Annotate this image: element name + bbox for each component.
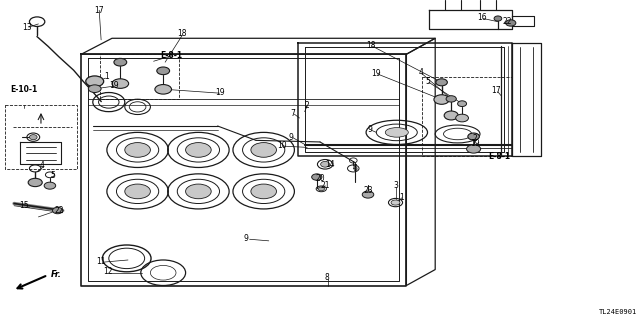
Ellipse shape bbox=[29, 135, 37, 140]
Text: 10: 10 bbox=[276, 141, 287, 150]
Text: 3: 3 bbox=[393, 181, 398, 190]
Text: 12: 12 bbox=[103, 267, 112, 276]
Ellipse shape bbox=[125, 184, 150, 199]
Text: 17: 17 bbox=[491, 86, 501, 95]
Ellipse shape bbox=[52, 207, 63, 214]
Ellipse shape bbox=[467, 145, 481, 153]
Text: 8: 8 bbox=[324, 273, 329, 282]
Text: TL24E0901: TL24E0901 bbox=[598, 309, 637, 315]
Ellipse shape bbox=[456, 114, 468, 122]
Text: 19: 19 bbox=[470, 139, 480, 148]
Text: Fr.: Fr. bbox=[51, 271, 62, 279]
Text: 22: 22 bbox=[503, 17, 512, 26]
Text: 17: 17 bbox=[94, 6, 104, 15]
Text: 5: 5 bbox=[425, 77, 430, 86]
Ellipse shape bbox=[112, 79, 129, 88]
Ellipse shape bbox=[494, 16, 502, 21]
Text: 11: 11 bbox=[97, 257, 106, 266]
Ellipse shape bbox=[391, 200, 400, 205]
Text: 7: 7 bbox=[291, 109, 296, 118]
Ellipse shape bbox=[114, 58, 127, 66]
Text: 18: 18 bbox=[367, 41, 376, 50]
Text: 16: 16 bbox=[477, 13, 487, 22]
Ellipse shape bbox=[157, 67, 170, 75]
Ellipse shape bbox=[186, 184, 211, 199]
Text: 9: 9 bbox=[367, 125, 372, 134]
Ellipse shape bbox=[362, 191, 374, 198]
Ellipse shape bbox=[318, 187, 324, 191]
Text: 9: 9 bbox=[244, 234, 249, 243]
Text: 1: 1 bbox=[399, 193, 404, 202]
Ellipse shape bbox=[468, 133, 479, 140]
Ellipse shape bbox=[88, 85, 101, 93]
Text: 9: 9 bbox=[289, 133, 294, 142]
Text: 19: 19 bbox=[109, 81, 119, 90]
Text: 20: 20 bbox=[315, 174, 325, 182]
Ellipse shape bbox=[86, 76, 104, 87]
Text: 19: 19 bbox=[214, 88, 225, 97]
Text: 19: 19 bbox=[371, 69, 381, 78]
Ellipse shape bbox=[44, 182, 56, 189]
Ellipse shape bbox=[251, 184, 276, 199]
Ellipse shape bbox=[28, 178, 42, 187]
Text: 14: 14 bbox=[324, 160, 335, 169]
Ellipse shape bbox=[186, 143, 211, 157]
Text: 4: 4 bbox=[40, 161, 45, 170]
Text: 2: 2 bbox=[472, 134, 477, 143]
Text: E-8-1: E-8-1 bbox=[161, 51, 182, 60]
Text: E-8-1: E-8-1 bbox=[488, 152, 510, 161]
Ellipse shape bbox=[434, 95, 449, 104]
Ellipse shape bbox=[506, 20, 516, 26]
Text: 1: 1 bbox=[104, 72, 109, 81]
Ellipse shape bbox=[125, 143, 150, 157]
Text: 23: 23 bbox=[363, 186, 373, 195]
Ellipse shape bbox=[385, 128, 408, 137]
Text: 21: 21 bbox=[321, 181, 330, 189]
Text: 2: 2 bbox=[305, 101, 310, 110]
Ellipse shape bbox=[436, 79, 447, 86]
Ellipse shape bbox=[444, 111, 458, 120]
Text: 22: 22 bbox=[54, 206, 63, 215]
Text: 4: 4 bbox=[419, 68, 424, 77]
Text: 5: 5 bbox=[50, 171, 55, 180]
Ellipse shape bbox=[458, 101, 467, 107]
Ellipse shape bbox=[321, 161, 330, 167]
Text: E-10-1: E-10-1 bbox=[11, 85, 38, 94]
Ellipse shape bbox=[312, 174, 322, 180]
Ellipse shape bbox=[155, 85, 172, 94]
Ellipse shape bbox=[251, 143, 276, 157]
Text: 15: 15 bbox=[19, 201, 29, 210]
Text: 13: 13 bbox=[22, 23, 32, 32]
Text: 18: 18 bbox=[178, 29, 187, 38]
Ellipse shape bbox=[446, 96, 456, 102]
Text: 6: 6 bbox=[353, 164, 358, 173]
